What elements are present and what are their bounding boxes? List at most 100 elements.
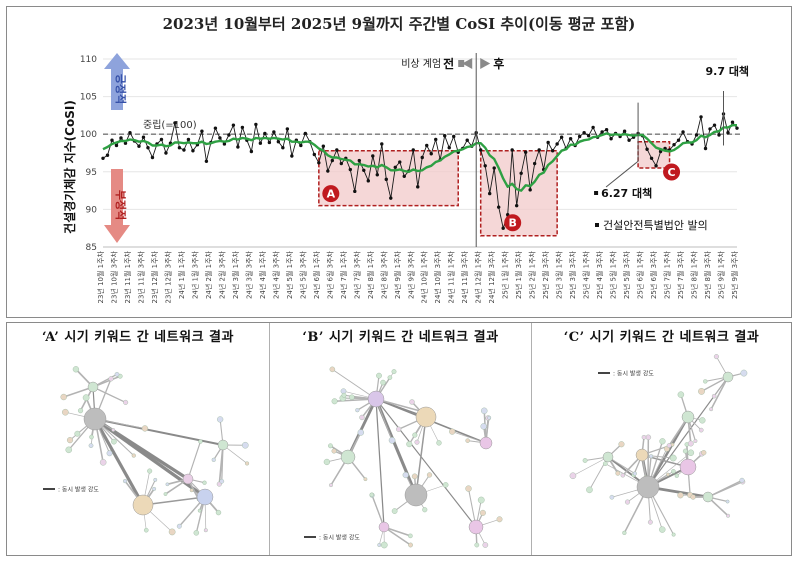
cosi-data-point [708,127,712,131]
network-legend: : 동시 발생 강도 [304,534,360,542]
network-node [408,533,413,539]
network-node [703,379,708,384]
network-edge [707,479,743,498]
network-node [480,423,487,430]
cosi-data-point [200,129,204,133]
network-node [609,494,615,500]
x-tick-label: 24년 1월 3주차 [190,250,199,299]
cosi-data-point [568,137,573,141]
network-edge [92,386,126,404]
network-node [65,446,72,454]
region-badge-label: A [327,188,336,201]
network-node [82,394,90,402]
network-node [88,443,94,448]
network-hub-node [182,473,194,485]
cosi-data-point [357,158,361,163]
network-node [387,375,393,380]
cosi-data-point [730,120,735,124]
x-tick-label: 23년 11월 3주차 [137,250,146,303]
cosi-data-point [555,142,559,146]
network-node [176,523,182,529]
measure-97-label: 9.7 대책 [706,64,750,78]
x-tick-label: 24년 10월 3주차 [433,250,442,303]
network-node [111,428,116,432]
cosi-data-point [119,136,123,140]
network-hub-node [367,390,385,408]
cosi-data-point [312,152,317,157]
network-node [217,416,224,423]
network-node [632,471,637,476]
cosi-data-point [577,134,582,139]
network-hub-node [87,381,99,393]
network-graph-c: : 동시 발생 강도 [569,354,748,537]
cosi-data-point [236,145,240,149]
network-node [422,507,428,513]
cosi-data-point [222,142,227,146]
right-arrow-icon [480,58,491,69]
network-hub-node [702,491,714,503]
after-label: 후 [493,56,504,71]
x-tick-label: 25년 1월 3주차 [514,250,523,299]
x-tick-label: 24년 9월 1주차 [393,250,402,299]
cosi-data-point [276,140,281,144]
network-edge [93,418,145,506]
x-tick-label: 23년 11월 1주차 [123,250,132,303]
network-node [66,437,74,444]
network-node [152,486,157,491]
positive-arrow-icon [104,53,130,110]
network-node [193,530,200,536]
x-tick-label: 24년 10월 1주차 [420,250,429,303]
network-node [666,443,672,448]
cosi-data-point [519,171,523,176]
network-node [671,469,676,474]
network-node [669,454,677,462]
network-node [168,528,176,536]
cosi-data-point [123,141,128,145]
legend-label: : 동시 발생 강도 [58,486,99,494]
cosi-data-point [546,140,550,145]
cosi-data-point [177,146,182,150]
left-arrow-icon [462,58,473,69]
cosi-data-point [249,149,254,154]
cosi-data-point [272,130,276,134]
network-node [77,408,84,414]
network-edge [383,526,411,546]
cosi-line-chart: 2023년 10월부터 2025년 9월까지 주간별 CoSI 추이(이동 평균… [62,15,750,303]
cosi-data-point [735,126,739,130]
network-node [698,427,704,433]
cosi-data-point [550,149,555,153]
network-node [671,532,676,537]
network-node [219,478,225,484]
network-edge [221,444,224,482]
region-badge-label: B [509,217,517,230]
region-badge-b [504,214,522,232]
cosi-data-point [348,167,353,172]
network-edge [710,376,729,410]
x-tick-label: 25년 7월 1주차 [663,250,672,299]
network-node [143,527,149,533]
network-node [411,473,418,480]
network-node [479,509,486,516]
cosi-data-point [604,127,609,132]
x-tick-label: 24년 3월 3주차 [244,250,253,299]
cosi-data-point [429,152,433,156]
x-tick-label: 25년 8월 1주차 [690,250,699,299]
network-node [380,541,388,549]
x-tick-label: 23년 10월 1주차 [96,250,105,303]
cosi-data-point [609,137,613,141]
network-node [414,439,420,445]
legislation-label: 건설안전특별법안 발의 [603,219,708,232]
network-nodes [569,354,748,537]
cosi-data-point [699,115,703,119]
cosi-data-point [240,125,245,130]
neutral-label: 중립(=100) [143,118,197,131]
x-tick-label: 24년 5월 3주차 [298,250,307,299]
cosi-data-point [213,126,218,130]
cosi-data-point [717,133,721,137]
cosi-data-point [263,131,267,136]
network-node [357,429,365,436]
network-node [477,496,485,504]
network-node [701,450,707,456]
x-tick-label: 24년 4월 3주차 [271,250,280,299]
cosi-data-point [389,196,393,200]
